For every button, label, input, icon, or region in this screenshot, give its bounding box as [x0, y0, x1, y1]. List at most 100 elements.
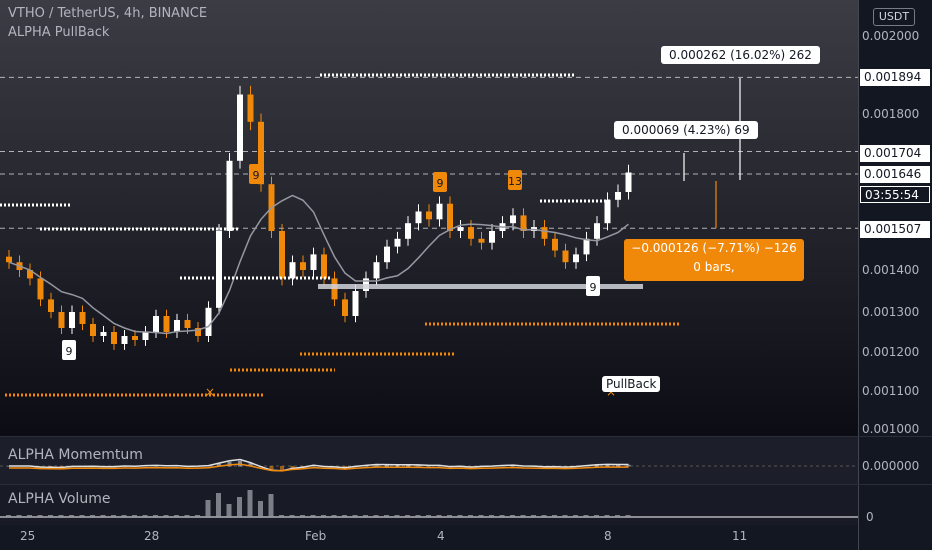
candle-body	[342, 299, 348, 316]
volume-bar	[90, 515, 95, 517]
volume-bar	[436, 515, 442, 517]
x-marker: ×	[606, 385, 616, 399]
level-1894-label: 0.001894	[860, 69, 930, 86]
candle-body	[132, 336, 138, 340]
momentum-bar	[290, 466, 295, 469]
date-label: 11	[732, 529, 748, 543]
price-tick: 0.001300	[862, 305, 920, 319]
setup-marker	[586, 276, 600, 296]
currency-button[interactable]: USDT	[873, 8, 915, 26]
price-tick: 0.001400	[862, 263, 920, 277]
date-label: 28	[144, 529, 160, 543]
volume-bar	[510, 515, 515, 517]
candle-body	[436, 203, 443, 220]
volume-bar	[226, 504, 232, 517]
level-1507-label: 0.001507	[860, 221, 930, 238]
measure-small-label[interactable]: 0.000069 (4.23%) 69	[614, 121, 758, 139]
momentum-bar	[385, 464, 389, 467]
volume-bar	[111, 515, 116, 517]
volume-bar	[16, 515, 22, 517]
measure-down-box[interactable]: −0.000126 (−7.71%) −126 0 bars,	[624, 239, 804, 281]
candle-body	[489, 231, 495, 243]
volume-bar	[163, 515, 169, 517]
volume-bar	[100, 515, 106, 517]
candle-body	[121, 336, 128, 344]
measure-down-bars: 0 bars,	[693, 260, 735, 274]
candle-body	[384, 246, 390, 263]
candle-body	[174, 320, 180, 332]
candle-body	[195, 328, 201, 336]
candle-body	[79, 312, 86, 324]
price-axis[interactable]	[858, 0, 932, 550]
candle-body	[111, 332, 117, 344]
candle-body	[594, 223, 600, 239]
candle-body	[394, 238, 401, 247]
momentum-bar	[343, 466, 347, 468]
setup-marker-label: 9	[437, 177, 444, 190]
volume-bar	[48, 515, 53, 517]
x-marker: ×	[205, 385, 215, 399]
candle-body	[184, 320, 191, 328]
pane-separator	[0, 436, 932, 437]
candle-body	[373, 262, 380, 279]
volume-bar	[499, 515, 505, 517]
candle-body	[90, 324, 96, 336]
measure-down-value: −0.000126 (−7.71%) −126	[631, 241, 797, 255]
volume-bar	[289, 515, 295, 517]
candle-body	[405, 223, 411, 239]
candle-body	[237, 94, 243, 161]
volume-pane-bg	[0, 485, 858, 525]
volume-bar	[258, 501, 263, 517]
volume-bar	[531, 515, 536, 517]
symbol-title[interactable]: VTHO / TetherUS, 4h, BINANCE	[8, 6, 208, 21]
volume-bar	[205, 500, 211, 517]
volume-bar	[79, 515, 85, 517]
setup-marker-label: 9	[253, 169, 260, 182]
price-tick: 0.001800	[862, 107, 920, 121]
measure-big-label[interactable]: 0.000262 (16.02%) 262	[661, 46, 820, 64]
support-band	[318, 284, 643, 289]
candle-body	[520, 215, 527, 231]
candle-body	[457, 227, 464, 231]
volume-bar	[69, 515, 74, 517]
volume-pane-title[interactable]: ALPHA Volume	[8, 491, 111, 507]
price-tick: 0.001000	[862, 422, 920, 436]
candle-body	[142, 332, 149, 340]
candle-body	[247, 94, 254, 122]
candle-body	[163, 316, 170, 332]
indicator-label[interactable]: ALPHA PullBack	[8, 25, 110, 40]
setup-marker	[433, 172, 447, 192]
volume-bar	[447, 515, 452, 517]
candle-body	[300, 262, 306, 270]
candle-body	[415, 211, 422, 224]
volume-bar	[426, 515, 431, 517]
candle-body	[583, 238, 590, 255]
volume-bar	[121, 515, 127, 517]
candle-body	[541, 227, 548, 239]
pullback-label[interactable]: PullBack	[602, 376, 661, 392]
candle-body	[510, 215, 516, 224]
momentum-pane-title[interactable]: ALPHA Momemtum	[8, 447, 143, 463]
volume-bar	[184, 515, 190, 517]
setup-marker	[249, 164, 263, 184]
candle-body	[258, 121, 264, 185]
price-tick: 0.002000	[862, 29, 920, 43]
date-label: Feb	[305, 529, 327, 543]
candle-body	[226, 160, 233, 231]
level-1704-label: 0.001704	[860, 145, 930, 162]
volume-bar	[132, 515, 137, 517]
setup-marker-label: 13	[508, 175, 522, 188]
volume-bar	[415, 515, 421, 517]
momentum-bar	[406, 465, 410, 467]
candle-body	[48, 299, 54, 312]
volume-bar	[342, 515, 347, 517]
countdown-label: 03:55:54	[860, 186, 930, 203]
candle-body	[153, 316, 159, 332]
candle-body	[552, 238, 558, 251]
momentum-bar	[248, 463, 253, 467]
volume-bar	[363, 515, 368, 517]
volume-bar	[6, 515, 11, 517]
volume-bar	[394, 515, 400, 517]
candle-body	[321, 254, 327, 279]
